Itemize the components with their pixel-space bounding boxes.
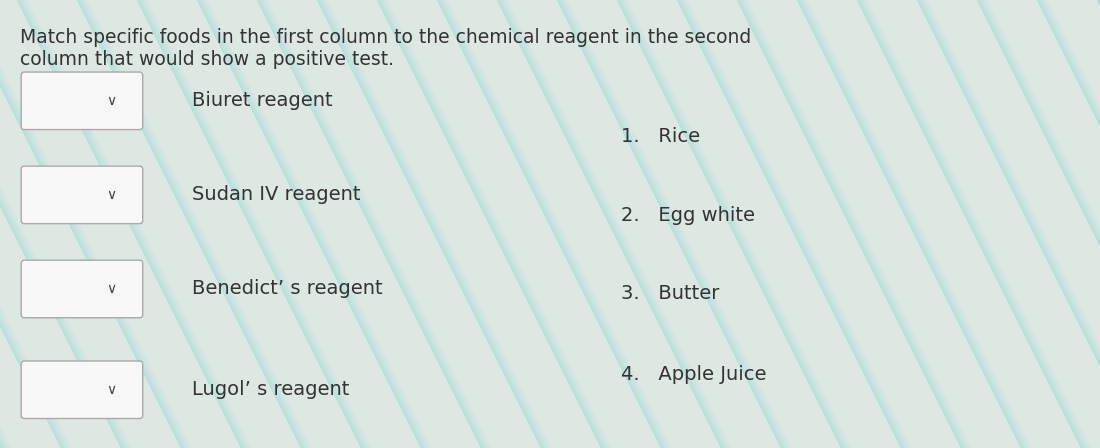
Text: ∨: ∨ (106, 282, 116, 296)
Text: 4.   Apple Juice: 4. Apple Juice (621, 365, 767, 383)
FancyBboxPatch shape (21, 260, 143, 318)
FancyBboxPatch shape (21, 166, 143, 224)
Text: ∨: ∨ (106, 383, 116, 397)
Text: Match specific foods in the first column to the chemical reagent in the second: Match specific foods in the first column… (20, 28, 751, 47)
Text: 2.   Egg white: 2. Egg white (621, 206, 756, 224)
Text: Biuret reagent: Biuret reagent (192, 91, 333, 110)
Text: ∨: ∨ (106, 188, 116, 202)
FancyBboxPatch shape (21, 72, 143, 129)
Text: ∨: ∨ (106, 94, 116, 108)
Text: column that would show a positive test.: column that would show a positive test. (20, 50, 394, 69)
Text: Lugol’ s reagent: Lugol’ s reagent (192, 380, 350, 399)
Text: 1.   Rice: 1. Rice (621, 127, 701, 146)
FancyBboxPatch shape (21, 361, 143, 418)
Text: Benedict’ s reagent: Benedict’ s reagent (192, 280, 383, 298)
Text: Sudan IV reagent: Sudan IV reagent (192, 185, 361, 204)
Text: 3.   Butter: 3. Butter (621, 284, 719, 303)
